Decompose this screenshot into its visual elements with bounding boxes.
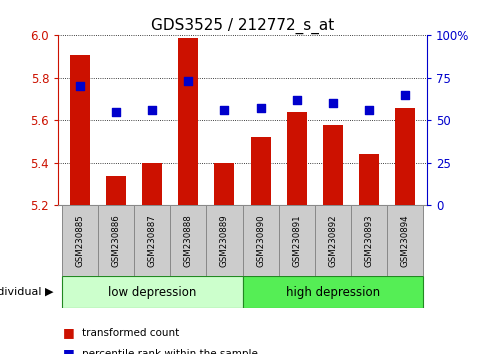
Point [400, 92, 408, 98]
Bar [61, 205, 98, 276]
Bar [70, 55, 90, 205]
Text: GSM230888: GSM230888 [183, 214, 193, 267]
Point [184, 79, 192, 84]
Bar [142, 163, 162, 205]
Text: transformed count: transformed count [82, 328, 180, 338]
Point [292, 97, 300, 103]
Bar [134, 205, 170, 276]
Point [76, 84, 84, 89]
Bar [170, 205, 206, 276]
Point [364, 107, 372, 113]
Bar [322, 125, 342, 205]
Bar [358, 154, 378, 205]
Text: GSM230887: GSM230887 [147, 214, 156, 267]
Text: GSM230890: GSM230890 [256, 215, 265, 267]
Point [256, 105, 264, 111]
Bar [250, 137, 270, 205]
Bar [278, 205, 314, 276]
Text: GSM230893: GSM230893 [364, 215, 373, 267]
Text: GSM230891: GSM230891 [291, 215, 301, 267]
Text: percentile rank within the sample: percentile rank within the sample [82, 349, 258, 354]
Bar [61, 276, 242, 308]
Bar [98, 205, 134, 276]
Bar [206, 205, 242, 276]
Text: low depression: low depression [108, 286, 196, 298]
Bar [394, 108, 414, 205]
Text: high depression: high depression [285, 286, 379, 298]
Text: GSM230886: GSM230886 [111, 214, 120, 267]
Point [148, 107, 156, 113]
Bar [214, 163, 234, 205]
Bar [350, 205, 386, 276]
Bar [242, 276, 423, 308]
Text: individual ▶: individual ▶ [0, 287, 53, 297]
Bar [314, 205, 350, 276]
Text: GSM230894: GSM230894 [400, 215, 409, 267]
Bar [106, 176, 126, 205]
Bar [286, 112, 306, 205]
Point [328, 101, 336, 106]
Text: GSM230885: GSM230885 [75, 214, 84, 267]
Point [112, 109, 120, 115]
Text: GSM230889: GSM230889 [219, 215, 228, 267]
Bar [242, 205, 278, 276]
Title: GDS3525 / 212772_s_at: GDS3525 / 212772_s_at [151, 18, 333, 34]
Point [220, 107, 228, 113]
Text: ■: ■ [63, 348, 75, 354]
Text: ■: ■ [63, 326, 75, 339]
Text: GSM230892: GSM230892 [328, 215, 337, 267]
Bar [386, 205, 423, 276]
Bar [178, 38, 198, 205]
